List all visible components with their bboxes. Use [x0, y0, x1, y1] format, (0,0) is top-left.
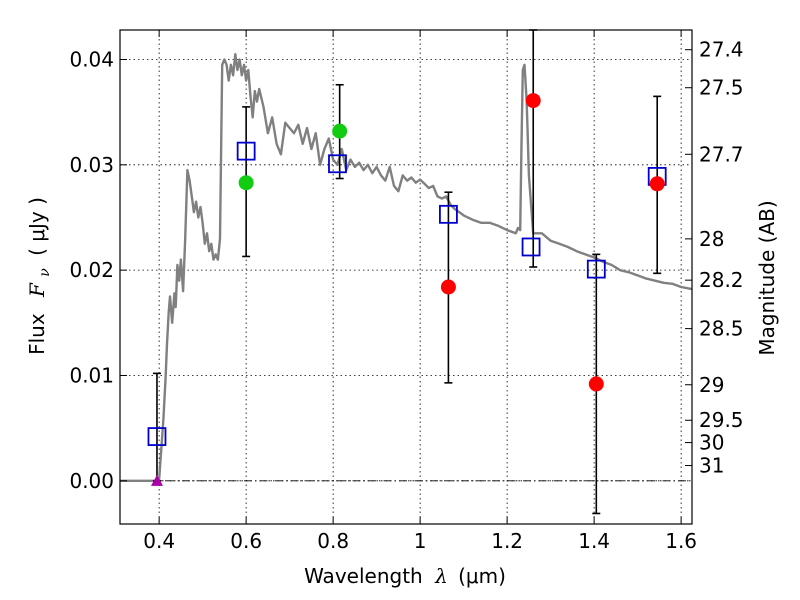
y-axis-label: Flux F ν ( μJy )	[25, 197, 54, 355]
data-markers	[147, 93, 667, 486]
y-tick-label: 0.02	[69, 258, 114, 282]
grid-lines	[120, 30, 692, 524]
y-axis-label-unit: ( μJy )	[25, 197, 49, 256]
model-flux-square	[236, 141, 256, 161]
y2-axis-label: Magnitude (AB)	[755, 200, 779, 355]
y-axis-label-subscript: ν	[37, 268, 53, 277]
y-tick-label: 0.03	[69, 153, 114, 177]
x-axis-label-symbol: λ	[434, 564, 448, 588]
y-tick-label: 0.00	[69, 469, 114, 493]
red-data-point	[649, 176, 665, 192]
y2-tick-label: 28	[699, 227, 724, 251]
red-data-point	[588, 376, 604, 392]
y2-tick-label: 28.2	[699, 268, 744, 292]
error-bars	[152, 29, 662, 515]
x-axis-label: Wavelength λ (μm)	[304, 564, 506, 588]
x-tick-label: 0.8	[317, 529, 349, 553]
green-data-point	[332, 123, 348, 139]
x-axis-label-text: Wavelength	[304, 564, 423, 588]
y-tick-label: 0.01	[69, 363, 114, 387]
upper-limit-triangle	[150, 474, 163, 486]
x-tick-label: 1.6	[665, 529, 697, 553]
x-tick-label: 1.2	[491, 529, 523, 553]
tick-labels: 0.4 0.6 0.8 1 1.2 1.4 1.6 0.00 0.01 0.02 0.03 0.04 2…	[69, 38, 743, 553]
y2-tick-label: 29.5	[699, 408, 744, 432]
y2-tick-label: 27.5	[699, 76, 744, 100]
y-axis-label-symbol: F	[25, 282, 49, 298]
y2-tick-label: 31	[699, 454, 724, 478]
model-flux-square	[586, 259, 606, 279]
model-flux-square	[439, 204, 458, 224]
red-data-point	[440, 279, 456, 295]
model-sed-line	[120, 53, 693, 482]
model-flux-square	[147, 427, 167, 446]
green-data-point	[238, 175, 254, 191]
x-tick-label: 0.6	[230, 529, 262, 553]
axis-ticks	[120, 30, 692, 524]
model-sed-series	[120, 53, 693, 482]
model-flux-square	[328, 154, 347, 174]
x-axis-label-unit: (μm)	[458, 564, 506, 588]
y2-tick-label: 29	[699, 373, 724, 397]
y2-tick-label: 28.5	[699, 317, 744, 341]
x-tick-label: 1	[414, 529, 427, 553]
x-tick-label: 1.4	[578, 529, 610, 553]
y2-tick-label: 27.7	[699, 142, 744, 166]
y2-tick-label: 27.4	[699, 38, 744, 62]
y-axis-label-text: Flux	[25, 313, 49, 355]
red-data-point	[525, 93, 541, 109]
model-flux-square	[521, 237, 541, 257]
plot-frame	[119, 29, 693, 525]
y2-tick-label: 30	[699, 431, 724, 455]
x-tick-label: 0.4	[143, 529, 175, 553]
y-tick-label: 0.04	[69, 47, 114, 71]
